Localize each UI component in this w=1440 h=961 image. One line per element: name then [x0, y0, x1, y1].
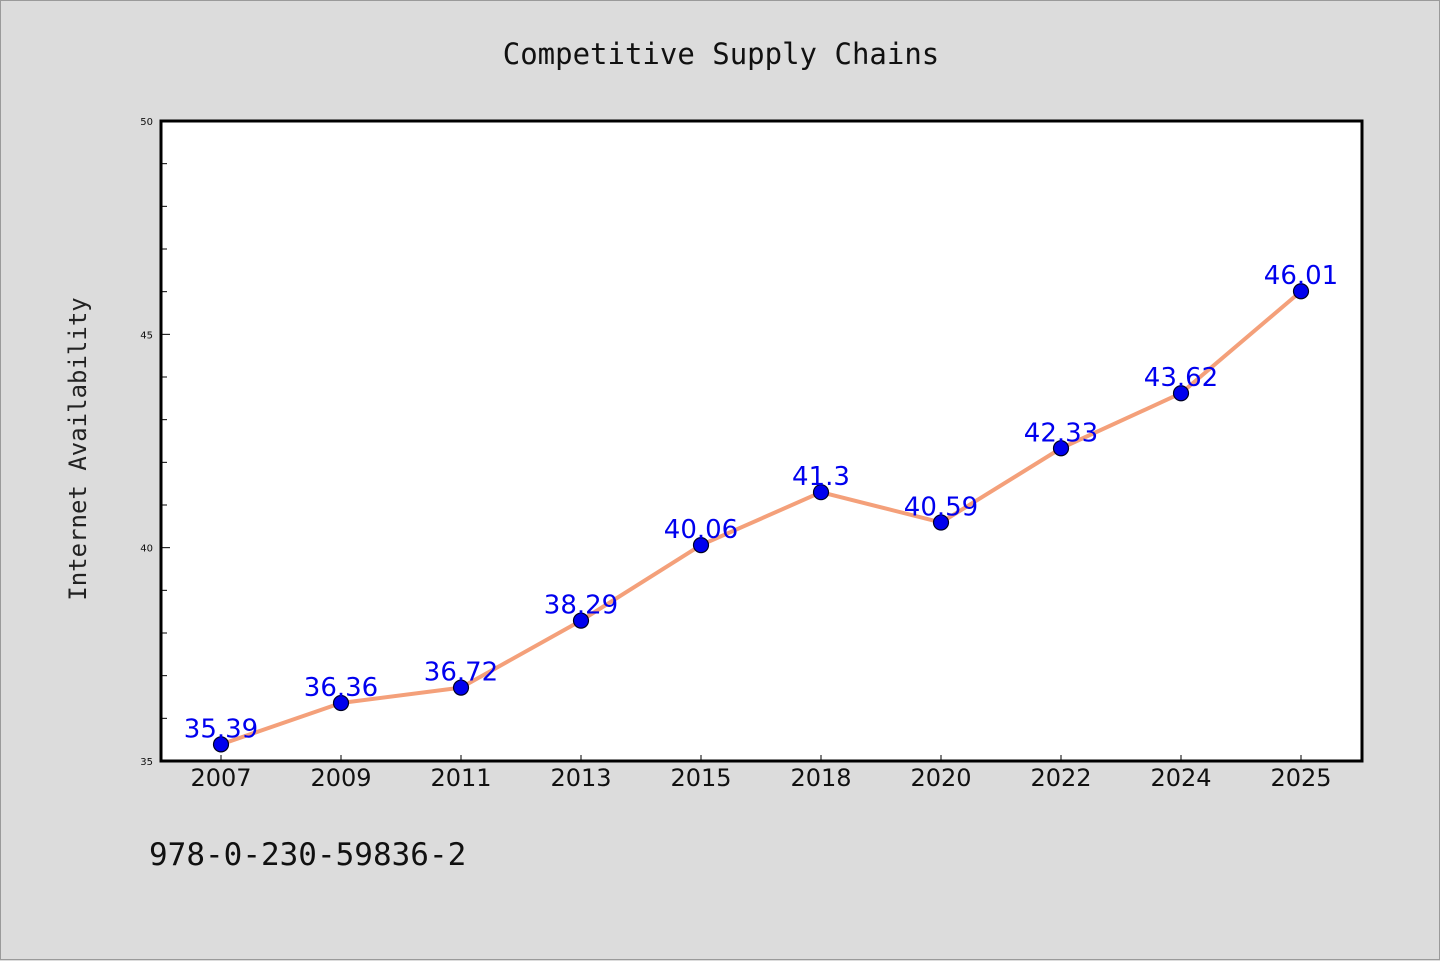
data-point [692, 537, 710, 554]
y-tick-label: 40 [140, 544, 153, 555]
y-tick-label: 45 [140, 330, 153, 341]
series-layer [212, 283, 1310, 753]
data-label: 42.33 [1024, 418, 1098, 448]
x-tick-label: 2022 [1030, 764, 1091, 792]
series-line [219, 289, 1303, 747]
y-axis: 35 40 45 50 [140, 117, 170, 768]
x-axis: 2007 2009 2011 2013 2015 2018 2020 2022 2024 2025 [190, 755, 1332, 792]
data-label: 43.62 [1144, 363, 1218, 393]
x-tick-label: 2025 [1270, 764, 1331, 792]
data-label: 40.59 [904, 492, 978, 522]
data-labels: 35.39 36.36 36.72 38.29 40.06 41.3 40.59 42.33 4… [184, 261, 1338, 744]
data-label: 36.36 [304, 673, 378, 703]
data-label: 46.01 [1264, 261, 1338, 291]
data-point [812, 484, 830, 501]
x-tick-label: 2011 [430, 764, 491, 792]
y-axis-label: Internet Availability [64, 297, 92, 600]
y-tick-label: 35 [140, 757, 153, 768]
data-point [1052, 440, 1070, 457]
x-tick-label: 2015 [670, 764, 731, 792]
isbn-label: 978-0-230-59836-2 [149, 837, 466, 873]
x-tick-label: 2007 [190, 764, 251, 792]
data-label: 40.06 [664, 515, 738, 545]
data-point [1172, 385, 1190, 402]
data-point [452, 679, 470, 696]
data-label: 36.72 [424, 658, 498, 688]
plot-area [159, 119, 1364, 763]
x-tick-label: 2024 [1150, 764, 1211, 792]
x-tick-label: 2013 [550, 764, 611, 792]
data-label: 41.3 [792, 462, 850, 492]
chart-title: Competitive Supply Chains [503, 37, 940, 71]
data-label: 35.39 [184, 714, 258, 744]
data-point [212, 736, 230, 753]
x-tick-label: 2009 [310, 764, 371, 792]
y-tick-label: 50 [140, 117, 153, 128]
data-point [332, 694, 350, 712]
x-tick-label: 2018 [790, 764, 851, 792]
data-label: 38.29 [544, 591, 618, 621]
x-tick-label: 2020 [910, 764, 971, 792]
data-point [572, 612, 590, 629]
data-point [1292, 283, 1310, 300]
data-point [932, 514, 950, 531]
